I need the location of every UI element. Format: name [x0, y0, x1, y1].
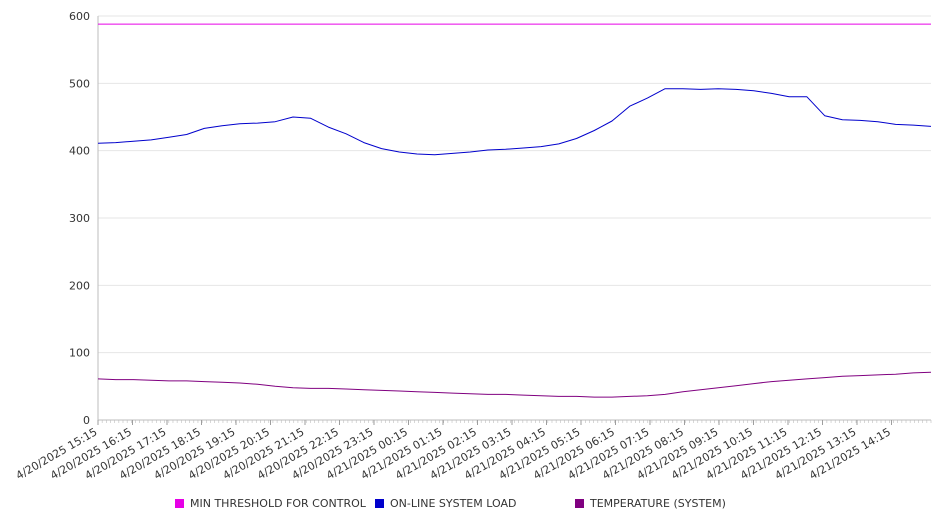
x-axis-ticks: 4/20/2025 15:154/20/2025 16:154/20/2025 …	[14, 425, 893, 482]
y-tick-label: 400	[69, 145, 90, 158]
series-line-1	[97, 88, 932, 156]
legend-item[interactable]: TEMPERATURE (SYSTEM)	[575, 497, 726, 510]
legend-label: TEMPERATURE (SYSTEM)	[590, 497, 726, 510]
y-tick-label: 600	[69, 10, 90, 23]
series-lines	[97, 23, 932, 398]
y-tick-label: 0	[83, 414, 90, 427]
y-axis-ticks: 0 100 200 300 400 500 600	[69, 10, 90, 427]
legend-swatch	[375, 499, 384, 508]
series-line-2	[97, 371, 932, 398]
y-tick-label: 200	[69, 279, 90, 292]
legend-label: MIN THRESHOLD FOR CONTROL	[190, 497, 366, 510]
legend-swatch	[175, 499, 184, 508]
legend-swatch	[575, 499, 584, 508]
legend-item[interactable]: ON-LINE SYSTEM LOAD	[375, 497, 516, 510]
y-tick-label: 100	[69, 347, 90, 360]
legend: MIN THRESHOLD FOR CONTROL ON-LINE SYSTEM …	[0, 497, 946, 515]
legend-item[interactable]: MIN THRESHOLD FOR CONTROL	[175, 497, 366, 510]
y-tick-label: 500	[69, 77, 90, 90]
legend-label: ON-LINE SYSTEM LOAD	[390, 497, 517, 510]
y-tick-label: 300	[69, 212, 90, 225]
axes	[97, 16, 932, 425]
gridlines	[98, 15, 931, 354]
